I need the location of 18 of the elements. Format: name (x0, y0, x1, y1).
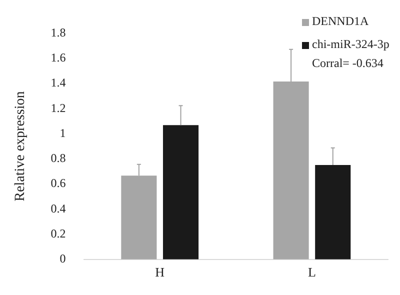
legend-label: chi-miR-324-3p (312, 37, 390, 52)
annotation: Corral= -0.634 (312, 56, 384, 70)
y-tick-label: 0.2 (50, 226, 66, 240)
x-tick-label: H (155, 264, 165, 280)
y-tick-label: 0.8 (50, 151, 66, 166)
x-tick-label: L (308, 264, 316, 280)
y-tick-label: 0 (60, 252, 66, 266)
y-tick-label: 1.6 (50, 50, 66, 64)
bar (162, 125, 199, 260)
y-tick-label: 0.6 (50, 176, 66, 190)
y-tick-label: 1.8 (50, 25, 66, 40)
y-tick-label: 1.4 (50, 76, 66, 90)
legend-label: DENND1A (312, 14, 369, 28)
y-tick-label: 1.2 (50, 100, 66, 115)
y-tick-label: 1 (60, 126, 66, 140)
y-tick-label: 0.4 (50, 201, 66, 216)
y-axis-title: Relative expression (13, 91, 28, 202)
bar (315, 165, 351, 260)
